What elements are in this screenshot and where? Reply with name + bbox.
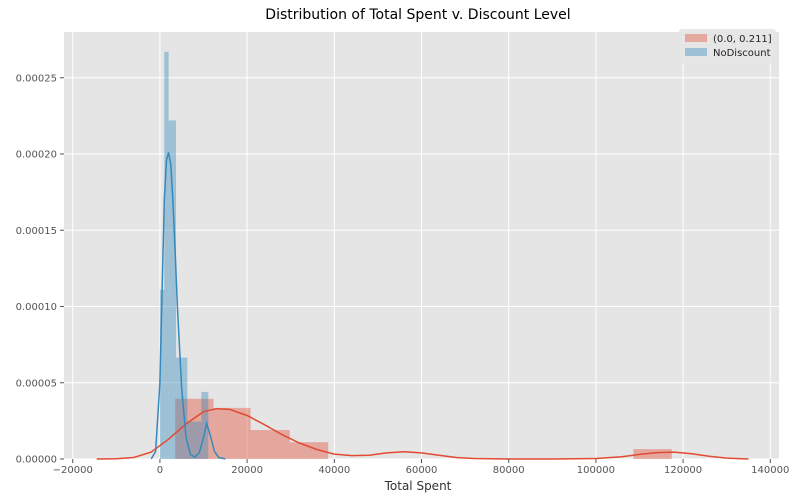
histogram-bar [187, 421, 202, 459]
legend-swatch-discount [685, 34, 707, 42]
legend-label-nodiscount: NoDiscount [713, 48, 771, 59]
legend-label-discount: (0.0, 0.211] [713, 34, 772, 45]
histogram-bar [159, 289, 165, 459]
x-axis-title: Total Spent [384, 479, 452, 493]
kde-line [96, 407, 749, 460]
y-tick-label: 0.00010 [16, 302, 57, 313]
histogram-bar [168, 120, 177, 459]
histogram-bars [159, 51, 672, 459]
legend-box [679, 29, 776, 63]
x-tick-label: 80000 [493, 465, 525, 476]
histogram-bar [164, 51, 169, 459]
histogram-bar [250, 430, 290, 459]
y-tick-label: 0.00020 [16, 150, 57, 161]
density-curves [96, 152, 749, 460]
histogram-bar [213, 407, 251, 459]
kde-line [150, 152, 226, 460]
x-tick-label: −20000 [53, 465, 93, 476]
histogram-bar [289, 442, 329, 459]
y-tick-label: 0.00000 [16, 455, 57, 466]
chart-title: Distribution of Total Spent v. Discount … [265, 7, 570, 23]
x-tick-label: 40000 [318, 465, 350, 476]
x-axis-ticks: −20000 0 20000 40000 60000 80000 100000 120000 1… [53, 459, 789, 476]
y-tick-label: 0.00015 [16, 226, 57, 237]
histogram-bar [176, 357, 188, 459]
legend-swatch-nodiscount [685, 48, 707, 56]
histogram-bar [201, 391, 209, 459]
y-axis-ticks: 0.00000 0.00005 0.00010 0.00015 0.00020 0.000… [16, 73, 64, 466]
y-tick-label: 0.00025 [16, 73, 57, 84]
x-tick-label: 100000 [577, 465, 615, 476]
histogram-bar [175, 398, 214, 459]
grid [64, 32, 779, 460]
legend: (0.0, 0.211] NoDiscount [679, 29, 776, 63]
y-tick-label: 0.00005 [16, 378, 57, 389]
histogram-bar [633, 449, 672, 459]
x-tick-label: 140000 [751, 465, 789, 476]
x-tick-label: 60000 [406, 465, 438, 476]
x-tick-label: 0 [157, 465, 163, 476]
x-tick-label: 120000 [664, 465, 702, 476]
x-tick-label: 20000 [231, 465, 263, 476]
